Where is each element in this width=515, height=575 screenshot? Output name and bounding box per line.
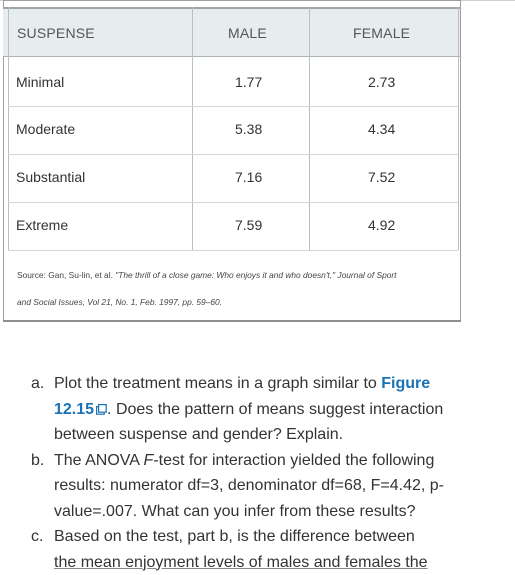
cell-female-moderate: 4.34 (368, 121, 396, 137)
row-label-minimal: Minimal (16, 74, 65, 90)
question-a-letter: a. (31, 375, 45, 392)
cell-male-moderate: 5.38 (235, 121, 263, 137)
question-b: b. The ANOVA F-test for interaction yiel… (0, 448, 474, 525)
row-label-moderate: Moderate (16, 121, 76, 137)
question-b-text-1: The ANOVA (54, 451, 144, 469)
source-details: and Social Issues, Vol 21, No. 1, Feb. 1… (17, 297, 223, 307)
table-header-row (3, 7, 460, 57)
question-a: a. Plot the treatment means in a graph s… (0, 371, 474, 448)
row-separator (8, 106, 458, 107)
cell-female-substantial: 7.52 (368, 169, 396, 185)
cell-female-extreme: 4.92 (368, 217, 396, 233)
col-line-right (458, 7, 459, 250)
cell-male-extreme: 7.59 (235, 217, 263, 233)
col-line-1 (192, 7, 193, 250)
row-separator (8, 202, 458, 203)
question-c-text: Based on the test, part b, is the differ… (54, 528, 415, 545)
source-prefix: Source: Gan, Su-lin, et al. (17, 270, 116, 280)
table-source-note: Source: Gan, Su-lin, et al. "The thrill … (17, 262, 452, 316)
table-bottom-rule (3, 320, 461, 322)
question-c-letter: c. (31, 528, 44, 545)
header-female: FEMALE (353, 25, 411, 41)
header-suspense: SUSPENSE (17, 25, 95, 41)
col-line-left (8, 7, 9, 250)
row-label-extreme: Extreme (16, 217, 69, 233)
row-separator (8, 154, 458, 155)
row-label-substantial: Substantial (16, 169, 86, 185)
row-separator (8, 250, 458, 251)
question-a-text-before: Plot the treatment means in a graph simi… (54, 375, 382, 392)
question-b-italic: F (143, 451, 154, 469)
external-link-icon[interactable] (96, 403, 107, 415)
figure-link[interactable]: Figure 12.15 (54, 375, 431, 418)
header-male: MALE (228, 25, 267, 41)
question-a-text-after: . Does the pattern of means suggest inte… (54, 400, 444, 444)
col-line-2 (309, 7, 310, 250)
cell-male-minimal: 1.77 (235, 74, 263, 90)
question-b-text-2: -test for interaction yielded the follow… (54, 451, 444, 520)
source-title: "The thrill of a close game: Who enjoys … (115, 270, 397, 280)
question-c-text-cut: the mean enjoyment levels of males and f… (54, 553, 428, 571)
cell-male-substantial: 7.16 (235, 169, 263, 185)
question-c: c. Based on the test, part b, is the dif… (0, 524, 474, 575)
cell-female-minimal: 2.73 (368, 74, 396, 90)
exercise-questions: a. Plot the treatment means in a graph s… (0, 371, 515, 575)
question-b-letter: b. (31, 451, 45, 469)
